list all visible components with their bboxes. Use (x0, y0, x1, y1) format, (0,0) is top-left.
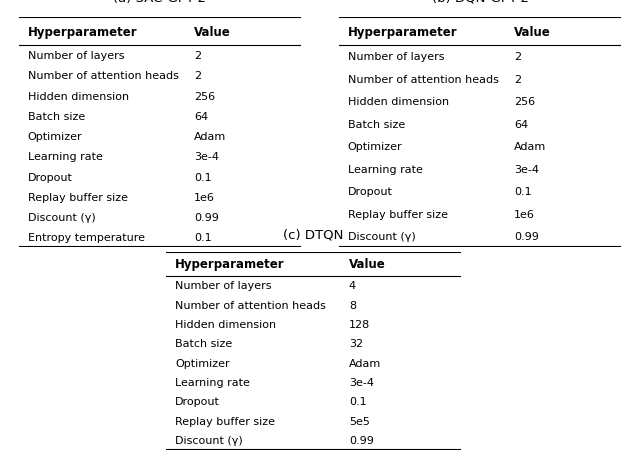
Text: 128: 128 (349, 319, 370, 330)
Text: 2: 2 (194, 51, 201, 61)
Text: 1e6: 1e6 (194, 192, 214, 202)
Text: Optimizer: Optimizer (28, 132, 83, 142)
Text: Batch size: Batch size (348, 119, 405, 129)
Text: Number of attention heads: Number of attention heads (28, 71, 179, 81)
Text: Learning rate: Learning rate (348, 164, 422, 174)
Text: Hyperparameter: Hyperparameter (175, 258, 285, 271)
Text: Batch size: Batch size (28, 112, 85, 122)
Text: 0.1: 0.1 (349, 397, 367, 407)
Text: Adam: Adam (514, 142, 546, 152)
Text: 0.1: 0.1 (194, 233, 211, 243)
Text: Value: Value (194, 26, 230, 39)
Text: Adam: Adam (194, 132, 226, 142)
Text: 0.99: 0.99 (349, 435, 374, 445)
Text: 0.99: 0.99 (194, 213, 219, 223)
Text: Hyperparameter: Hyperparameter (348, 26, 457, 39)
Text: 0.1: 0.1 (194, 172, 211, 182)
Text: 64: 64 (514, 119, 528, 129)
Text: Learning rate: Learning rate (28, 152, 102, 162)
Text: Hidden dimension: Hidden dimension (348, 97, 449, 107)
Text: Number of attention heads: Number of attention heads (348, 74, 499, 84)
Text: Learning rate: Learning rate (175, 377, 250, 387)
Text: (b) DQN-GPT-2: (b) DQN-GPT-2 (431, 0, 529, 5)
Text: Discount (γ): Discount (γ) (28, 213, 95, 223)
Text: Replay buffer size: Replay buffer size (175, 416, 275, 426)
Text: Number of layers: Number of layers (348, 52, 444, 62)
Text: Hidden dimension: Hidden dimension (28, 91, 129, 101)
Text: Replay buffer size: Replay buffer size (28, 192, 127, 202)
Text: 256: 256 (514, 97, 535, 107)
Text: Dropout: Dropout (28, 172, 72, 182)
Text: Value: Value (349, 258, 386, 271)
Text: Optimizer: Optimizer (175, 358, 230, 368)
Text: Value: Value (514, 26, 550, 39)
Text: Dropout: Dropout (348, 187, 392, 197)
Text: 2: 2 (514, 74, 521, 84)
Text: 256: 256 (194, 91, 215, 101)
Text: Number of layers: Number of layers (175, 281, 272, 291)
Text: 1e6: 1e6 (514, 209, 534, 219)
Text: 2: 2 (514, 52, 521, 62)
Text: 0.99: 0.99 (514, 232, 539, 241)
Text: Adam: Adam (349, 358, 381, 368)
Text: 4: 4 (349, 281, 356, 291)
Text: Entropy temperature: Entropy temperature (28, 233, 145, 243)
Text: Dropout: Dropout (175, 397, 220, 407)
Text: Number of attention heads: Number of attention heads (175, 300, 326, 310)
Text: (a) SAC-GPT-2: (a) SAC-GPT-2 (113, 0, 207, 5)
Text: Hidden dimension: Hidden dimension (175, 319, 276, 330)
Text: Discount (γ): Discount (γ) (348, 232, 415, 241)
Text: 64: 64 (194, 112, 208, 122)
Text: Hyperparameter: Hyperparameter (28, 26, 137, 39)
Text: Discount (γ): Discount (γ) (175, 435, 243, 445)
Text: 2: 2 (194, 71, 201, 81)
Text: Number of layers: Number of layers (28, 51, 124, 61)
Text: 8: 8 (349, 300, 356, 310)
Text: 3e-4: 3e-4 (349, 377, 374, 387)
Text: Replay buffer size: Replay buffer size (348, 209, 447, 219)
Text: 3e-4: 3e-4 (194, 152, 219, 162)
Text: Optimizer: Optimizer (348, 142, 403, 152)
Text: Batch size: Batch size (175, 339, 232, 349)
Text: 5e5: 5e5 (349, 416, 370, 426)
Text: 0.1: 0.1 (514, 187, 531, 197)
Text: (c) DTQN: (c) DTQN (284, 228, 344, 241)
Text: 32: 32 (349, 339, 363, 349)
Text: 3e-4: 3e-4 (514, 164, 539, 174)
